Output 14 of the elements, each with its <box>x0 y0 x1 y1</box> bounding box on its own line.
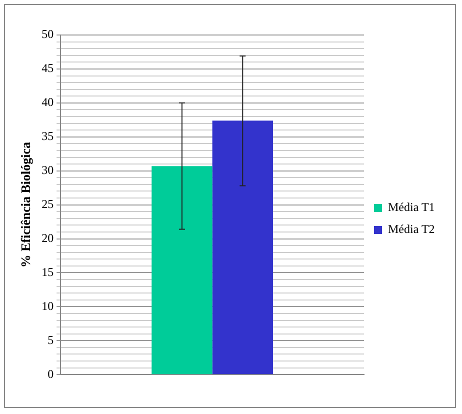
y-axis-title: % Eficiência Biológica <box>18 141 34 268</box>
y-tick-label: 0 <box>48 366 54 381</box>
y-tick-label: 50 <box>42 27 54 42</box>
legend-label: Média T2 <box>388 222 435 236</box>
y-tick-label: 30 <box>42 162 54 177</box>
y-tick-label: 20 <box>42 230 54 245</box>
y-tick-label: 25 <box>42 196 54 211</box>
legend-label: Média T1 <box>388 200 435 214</box>
y-tick-label: 45 <box>42 61 54 76</box>
y-tick-label: 35 <box>42 129 54 144</box>
y-tick-label: 10 <box>42 298 54 313</box>
y-tick-label: 5 <box>48 332 54 347</box>
y-tick-label: 40 <box>42 95 54 110</box>
y-tick-label: 15 <box>42 264 54 279</box>
